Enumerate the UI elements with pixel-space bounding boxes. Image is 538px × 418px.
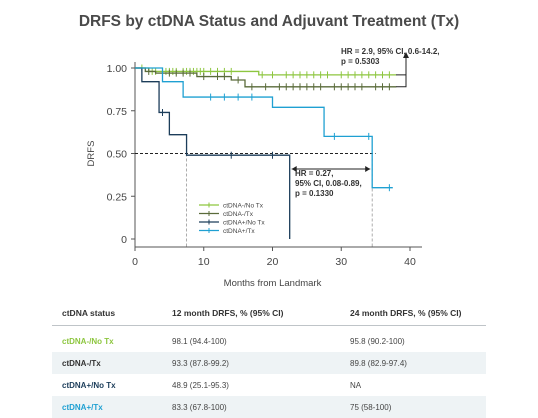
legend-label: ctDNA+/No Tx	[223, 219, 265, 226]
row-status: ctDNA+/No Tx	[52, 374, 162, 396]
hr-arrow-head	[403, 52, 409, 58]
x-tick-label: 10	[198, 256, 210, 268]
legend-label: ctDNA+/Tx	[223, 228, 255, 235]
row-status: ctDNA-/Tx	[52, 352, 162, 374]
y-axis-label: DRFS	[86, 141, 97, 167]
table-row: ctDNA-/No Tx 98.1 (94.4-100) 95.8 (90.2-…	[52, 330, 486, 352]
hr-annotation-line: 95% CI, 0.08-0.89,	[295, 179, 362, 188]
header-24month: 24 month DRFS, % (95% CI)	[340, 301, 486, 326]
row-24month: NA	[340, 374, 486, 396]
arrow-head-right	[365, 166, 371, 172]
row-24month: 89.8 (82.9-97.4)	[340, 352, 486, 374]
row-12month: 48.9 (25.1-95.3)	[162, 374, 340, 396]
x-tick-label: 40	[404, 256, 416, 268]
row-status: ctDNA+/Tx	[52, 396, 162, 418]
y-tick-label: 0.25	[107, 191, 128, 203]
x-axis-label: Months from Landmark	[224, 278, 322, 289]
arrow-head-left	[291, 166, 297, 172]
y-tick-label: 0	[121, 234, 127, 246]
table-row: ctDNA+/Tx 83.3 (67.8-100) 75 (58-100)	[52, 396, 486, 418]
hr-annotation-line: HR = 2.9, 95% CI, 0.6-14.2,	[341, 47, 440, 56]
row-status: ctDNA-/No Tx	[52, 330, 162, 352]
y-tick-label: 0.50	[107, 149, 128, 161]
table-row: ctDNA+/No Tx 48.9 (25.1-95.3) NA	[52, 374, 486, 396]
row-24month: 95.8 (90.2-100)	[340, 330, 486, 352]
hr-bracket	[396, 74, 407, 88]
table-row: ctDNA-/Tx 93.3 (87.8-99.2) 89.8 (82.9-97…	[52, 352, 486, 374]
km-chart: 0 10 20 30 40 0 0.25 0.50 0.75 1.00 Months from La…	[86, 47, 440, 289]
y-tick-label: 1.00	[107, 63, 128, 75]
row-12month: 93.3 (87.8-99.2)	[162, 352, 340, 374]
row-12month: 98.1 (94.4-100)	[162, 330, 340, 352]
series-line-2	[135, 67, 291, 239]
hr-annotation-line: p = 0.1330	[295, 189, 334, 198]
header-status: ctDNA status	[52, 301, 162, 326]
x-tick-label: 20	[267, 256, 279, 268]
legend-label: ctDNA-/No Tx	[223, 202, 264, 209]
chart-title: DRFS by ctDNA Status and Adjuvant Treatm…	[78, 13, 460, 30]
row-12month: 83.3 (67.8-100)	[162, 396, 340, 418]
drfs-table: ctDNA status 12 month DRFS, % (95% CI) 2…	[52, 301, 486, 418]
x-tick-label: 30	[335, 256, 347, 268]
hr-annotation-line: HR = 0.27,	[295, 169, 333, 178]
series-line-3	[135, 67, 393, 189]
hr-annotation-line: p = 0.5303	[341, 57, 380, 66]
header-12month: 12 month DRFS, % (95% CI)	[162, 301, 340, 326]
legend-label: ctDNA-/Tx	[223, 211, 254, 218]
series-line-0	[135, 67, 397, 76]
row-24month: 75 (58-100)	[340, 396, 486, 418]
x-tick-label: 0	[132, 256, 138, 268]
series-line-1	[135, 67, 397, 88]
y-tick-label: 0.75	[107, 106, 128, 118]
